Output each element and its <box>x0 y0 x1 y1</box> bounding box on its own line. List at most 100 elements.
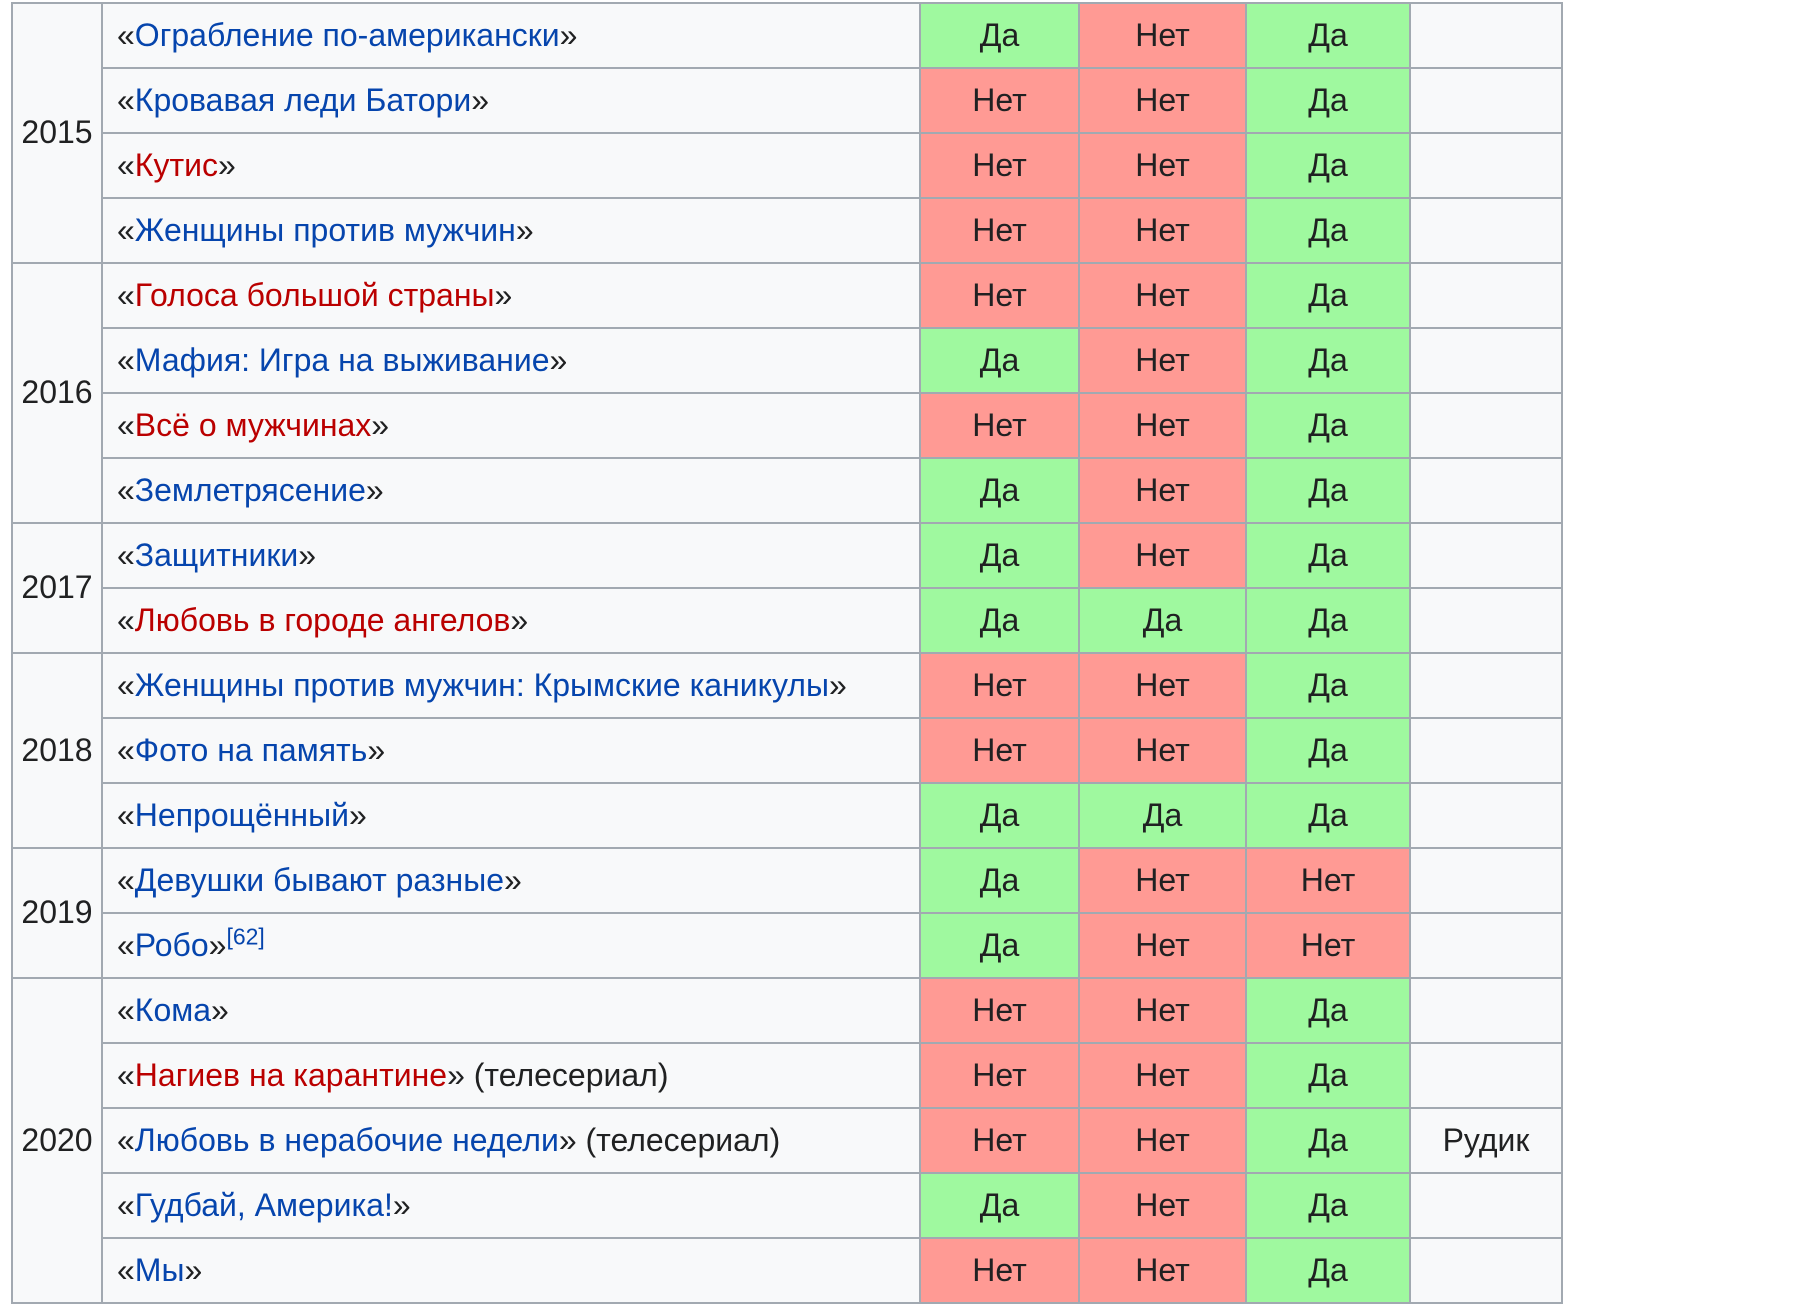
note-cell <box>1409 587 1563 654</box>
quote-open: « <box>117 796 135 833</box>
title-cell: «Всё о мужчинах» <box>101 392 921 459</box>
status-cell-3: Нет <box>1245 912 1411 979</box>
note-cell <box>1409 1237 1563 1304</box>
quote-open: « <box>117 991 135 1028</box>
status-cell-3: Да <box>1245 977 1411 1044</box>
table-row: «Нагиев на карантине» (телесериал) Нет Нет… <box>12 1042 1563 1109</box>
table-row: 2015 «Ограбление по-американски» Да Нет Да <box>11 2 1563 264</box>
quote-open: « <box>117 341 135 378</box>
quote-close: » <box>510 601 529 638</box>
film-title-link[interactable]: Робо <box>134 926 209 963</box>
note-cell <box>1409 717 1563 784</box>
note-cell <box>1409 782 1563 849</box>
film-title-link[interactable]: Фото на память <box>134 731 368 768</box>
status-cell-1: Нет <box>919 1042 1080 1109</box>
quote-open: « <box>117 1251 135 1288</box>
quote-close: » <box>208 926 227 963</box>
film-title-link[interactable]: Кома <box>134 991 212 1028</box>
quote-open: « <box>117 406 135 443</box>
title-suffix: (телесериал) <box>576 1121 781 1158</box>
title-cell: «Кутис» <box>101 132 921 199</box>
year-cell: 2017 <box>11 522 103 654</box>
title-cell: «Фото на память» <box>101 717 921 784</box>
quote-open: « <box>117 471 135 508</box>
film-title-link[interactable]: Всё о мужчинах <box>134 406 372 443</box>
status-cell-3: Да <box>1245 1042 1411 1109</box>
status-cell-3: Да <box>1245 1172 1411 1239</box>
note-cell <box>1409 392 1563 459</box>
reference-sup: [62] <box>226 923 264 949</box>
note-cell <box>1409 262 1563 329</box>
film-title-link[interactable]: Ограбление по-американски <box>134 16 560 53</box>
table-row: «Любовь в городе ангелов» Да Да Да <box>12 587 1563 654</box>
note-cell <box>1409 2 1563 69</box>
status-cell-1: Нет <box>919 197 1080 264</box>
quote-open: « <box>117 861 135 898</box>
film-title-link[interactable]: Кутис <box>134 146 218 183</box>
film-title-link[interactable]: Мы <box>134 1251 185 1288</box>
title-cell: «Ограбление по-американски» <box>101 2 921 69</box>
quote-close: » <box>184 1251 203 1288</box>
quote-open: « <box>117 666 135 703</box>
status-cell-3: Да <box>1245 1237 1411 1304</box>
status-cell-2: Нет <box>1078 1042 1247 1109</box>
status-cell-1: Нет <box>919 1237 1080 1304</box>
film-title-link[interactable]: Гудбай, Америка! <box>134 1186 393 1223</box>
note-cell <box>1409 847 1563 914</box>
table-row: «Женщины против мужчин» Нет Нет Да <box>12 197 1563 264</box>
film-title-link[interactable]: Мафия: Игра на выживание <box>134 341 550 378</box>
status-cell-3: Нет <box>1245 847 1411 914</box>
quote-close: » <box>365 471 384 508</box>
note-cell <box>1409 912 1563 979</box>
quote-close: » <box>348 796 367 833</box>
year-cell: 2015 <box>11 2 103 264</box>
year-cell: 2020 <box>11 977 103 1304</box>
quote-close: » <box>471 81 489 118</box>
quote-open: « <box>117 16 135 53</box>
film-title-link[interactable]: Землетрясение <box>134 471 366 508</box>
title-cell: «Женщины против мужчин» <box>101 197 921 264</box>
title-cell: «Кома» <box>101 977 921 1044</box>
film-title-link[interactable]: Женщины против мужчин <box>134 211 516 248</box>
status-cell-2: Нет <box>1078 262 1247 329</box>
status-cell-2: Нет <box>1078 652 1247 719</box>
status-cell-2: Нет <box>1078 132 1247 199</box>
status-cell-3: Да <box>1245 587 1411 654</box>
status-cell-2: Нет <box>1078 392 1247 459</box>
status-cell-1: Нет <box>919 977 1080 1044</box>
quote-close: » <box>298 536 316 573</box>
status-cell-1: Да <box>919 327 1080 394</box>
film-title-link[interactable]: Голоса большой страны <box>134 276 495 313</box>
table-row: 2020 «Кома» Нет Нет Да <box>11 977 1563 1304</box>
film-title-link[interactable]: Любовь в нерабочие недели <box>134 1121 559 1158</box>
status-cell-3: Да <box>1245 67 1411 134</box>
quote-open: « <box>117 81 135 118</box>
quote-close: » <box>559 16 578 53</box>
film-title-link[interactable]: Любовь в городе ангелов <box>134 601 511 638</box>
note-cell <box>1409 197 1563 264</box>
quote-open: « <box>117 1186 135 1223</box>
table-row: «Кутис» Нет Нет Да <box>12 132 1563 199</box>
status-cell-2: Да <box>1078 782 1247 849</box>
note-cell <box>1409 457 1563 524</box>
film-title-link[interactable]: Кровавая леди Батори <box>134 81 472 118</box>
film-title-link[interactable]: Непрощённый <box>134 796 349 833</box>
quote-close: » <box>515 211 534 248</box>
film-title-link[interactable]: Женщины против мужчин: Крымские каникулы <box>134 666 829 703</box>
status-cell-1: Нет <box>919 67 1080 134</box>
quote-close: » <box>494 276 513 313</box>
table-row: «Мафия: Игра на выживание» Да Нет Да <box>12 327 1563 394</box>
film-title-link[interactable]: Защитники <box>134 536 299 573</box>
quote-open: « <box>117 601 135 638</box>
year-cell: 2016 <box>11 262 103 524</box>
note-cell <box>1409 1172 1563 1239</box>
status-cell-3: Да <box>1245 782 1411 849</box>
table-row: 2017 «Защитники» Да Нет Да <box>11 522 1563 654</box>
film-title-link[interactable]: Нагиев на карантине <box>134 1056 448 1093</box>
reference-link[interactable]: [62] <box>226 923 265 950</box>
status-cell-2: Нет <box>1078 197 1247 264</box>
status-cell-1: Да <box>919 1172 1080 1239</box>
title-cell: «Землетрясение» <box>101 457 921 524</box>
film-title-link[interactable]: Девушки бывают разные <box>134 861 504 898</box>
quote-close: » <box>371 406 390 443</box>
